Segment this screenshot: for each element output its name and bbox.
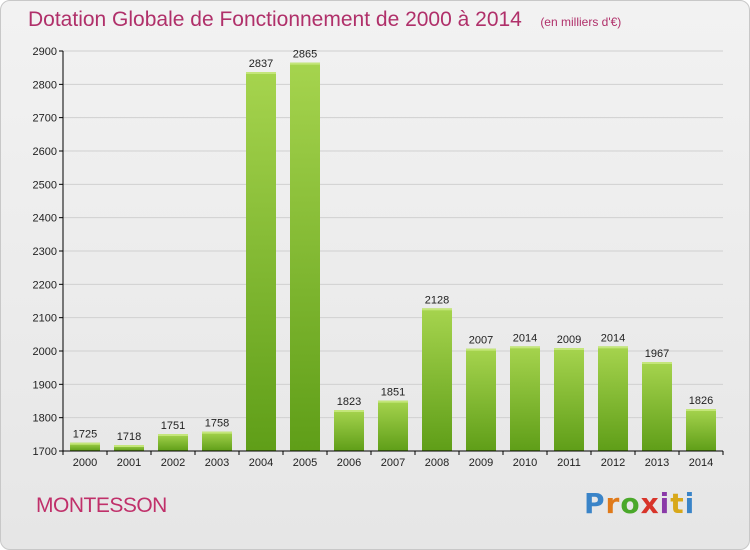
- bar-highlight: [422, 308, 452, 311]
- data-label-2014: 1826: [689, 395, 713, 407]
- y-tick-label: 2000: [33, 346, 57, 358]
- logo-letter: x: [640, 487, 660, 520]
- bar-2011: [554, 348, 584, 451]
- x-tick-label-2002: 2002: [161, 457, 185, 469]
- bar-2008: [422, 308, 452, 451]
- bar-highlight: [158, 434, 188, 436]
- x-tick-label-2010: 2010: [513, 457, 537, 469]
- data-label-2012: 2014: [601, 332, 625, 344]
- data-label-2003: 1758: [205, 418, 229, 430]
- x-tick-label-2014: 2014: [689, 457, 713, 469]
- bar-2009: [466, 348, 496, 451]
- data-label-2006: 1823: [337, 396, 361, 408]
- x-tick-label-2008: 2008: [425, 457, 449, 469]
- data-label-2008: 2128: [425, 294, 449, 306]
- bar-highlight: [70, 442, 100, 445]
- chart-title: Dotation Globale de Fonctionnement de 20…: [28, 8, 522, 31]
- y-tick-label: 1800: [33, 413, 57, 425]
- y-tick-label: 2100: [33, 313, 57, 325]
- bar-2014: [686, 409, 716, 451]
- commune-name: MONTESSON: [36, 494, 167, 517]
- logo-letter: r: [605, 487, 621, 520]
- bar-highlight: [202, 431, 232, 434]
- bar-highlight: [466, 348, 496, 351]
- y-axis: 1700 1800 1900 2000 2100 2200 2300 2400 2500 2600…: [33, 46, 64, 458]
- bar-highlight: [246, 72, 276, 74]
- bars: [70, 62, 716, 452]
- logo-letter: i: [659, 487, 671, 520]
- data-label-2009: 2007: [469, 335, 493, 347]
- x-tick-label-2007: 2007: [381, 457, 405, 469]
- y-tick-label: 2300: [33, 246, 57, 258]
- x-tick-label-2000: 2000: [73, 457, 97, 469]
- data-label-2007: 1851: [381, 387, 405, 399]
- chart-subtitle: (en milliers d'€): [540, 15, 622, 29]
- y-tick-label: 2500: [33, 179, 57, 191]
- x-tick-label-2005: 2005: [293, 457, 317, 469]
- bar-2003: [202, 431, 232, 451]
- x-tick-label-2012: 2012: [601, 457, 625, 469]
- bar-highlight: [510, 346, 540, 349]
- y-tick-label: 2700: [33, 113, 57, 125]
- bar-2006: [334, 410, 364, 451]
- bar-2000: [70, 442, 100, 451]
- logo-letter: t: [670, 487, 685, 520]
- data-labels: 1725 1718 1751 1758 2837 2865 1823 1851 2128 2007…: [73, 49, 713, 443]
- bar-highlight: [290, 62, 320, 65]
- bar-2004: [246, 72, 276, 451]
- y-tick-label: 2600: [33, 146, 57, 158]
- bar-highlight: [334, 410, 364, 412]
- x-tick-label-2003: 2003: [205, 457, 229, 469]
- logo-letter: i: [684, 487, 696, 520]
- bar-2005: [290, 62, 320, 452]
- bar-2010: [510, 346, 540, 451]
- x-tick-label-2001: 2001: [117, 457, 141, 469]
- bar-highlight: [642, 362, 672, 364]
- y-tick-label: 2800: [33, 79, 57, 91]
- x-tick-label-2013: 2013: [645, 457, 669, 469]
- x-axis: 2000 2001 2002 2003 2004 2005 2006 2007 2008 2009…: [62, 450, 724, 469]
- bar-highlight: [378, 400, 408, 403]
- x-tick-label-2009: 2009: [469, 457, 493, 469]
- bar-2002: [158, 434, 188, 451]
- y-tick-label: 1900: [33, 379, 57, 391]
- y-tick-label: 2200: [33, 279, 57, 291]
- y-tick-label: 2400: [33, 213, 57, 225]
- data-label-2011: 2009: [557, 334, 581, 346]
- bar-highlight: [554, 348, 584, 350]
- chart-title-block: Dotation Globale de Fonctionnement de 20…: [28, 8, 621, 32]
- bar-2012: [598, 346, 628, 451]
- data-label-2005: 2865: [293, 49, 317, 61]
- data-label-2004: 2837: [249, 58, 273, 70]
- logo-letter: o: [620, 487, 641, 520]
- bar-2007: [378, 400, 408, 451]
- bar-highlight: [114, 445, 144, 447]
- y-tick-label: 2900: [33, 46, 57, 58]
- data-label-2010: 2014: [513, 332, 537, 344]
- logo-letter: P: [584, 487, 606, 520]
- x-tick-label-2004: 2004: [249, 457, 273, 469]
- data-label-2002: 1751: [161, 420, 185, 432]
- x-tick-label-2006: 2006: [337, 457, 361, 469]
- bar-2001: [114, 445, 144, 451]
- data-label-2001: 1718: [117, 431, 141, 443]
- x-tick-label-2011: 2011: [557, 457, 581, 469]
- y-tick-label: 1700: [33, 446, 57, 458]
- bar-highlight: [598, 346, 628, 349]
- data-label-2000: 1725: [73, 429, 97, 441]
- data-label-2013: 1967: [645, 348, 669, 360]
- proxiti-logo: Proxiti: [584, 487, 695, 520]
- bar-highlight: [686, 409, 716, 411]
- bar-2013: [642, 362, 672, 451]
